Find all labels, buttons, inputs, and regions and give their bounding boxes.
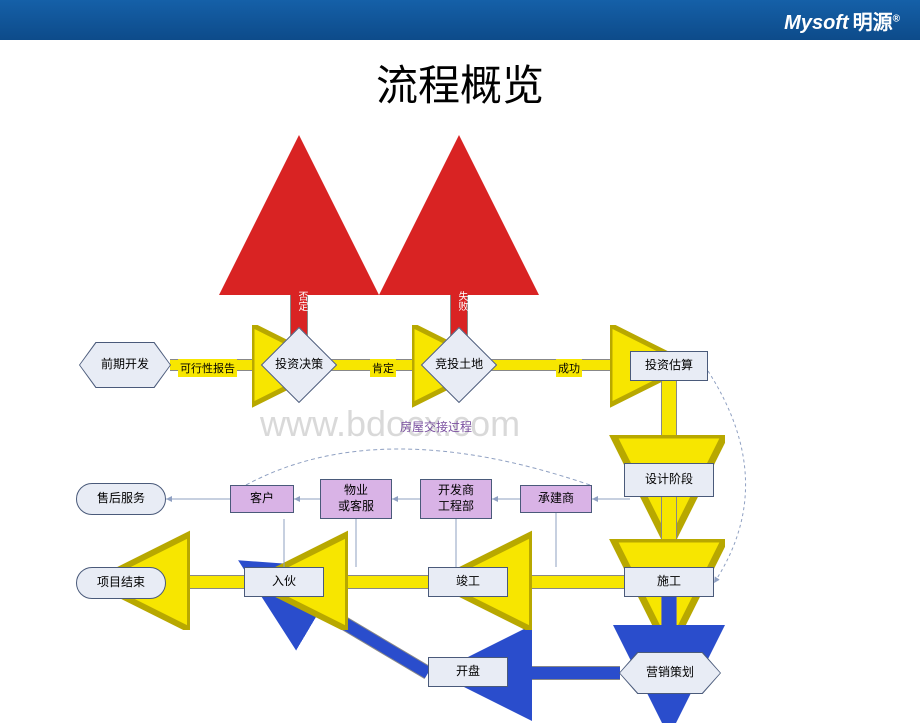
node-n3: 竞投土地 (421, 327, 497, 403)
logo-cn: 明源 (853, 12, 893, 34)
node-n12: 承建商 (520, 485, 592, 513)
node-n7: 营销策划 (620, 653, 720, 693)
node-n16: 售后服务 (76, 483, 166, 515)
edge-label-l5: 失败 (454, 291, 469, 311)
node-n8: 开盘 (428, 657, 508, 687)
node-n9: 竣工 (428, 567, 508, 597)
node-n10: 入伙 (244, 567, 324, 597)
node-n2: 投资决策 (261, 327, 337, 403)
logo-en: Mysoft (784, 12, 848, 34)
edge-label-l2: 肯定 (370, 359, 396, 377)
edge-label-l1: 可行性报告 (178, 359, 237, 377)
flowchart-canvas: www.bdocx.com 房屋交接过程 前期开发 投资决策 竞投土地 投资估算设计阶… (0, 113, 920, 723)
node-n14: 物业 或客服 (320, 479, 392, 519)
node-n5: 设计阶段 (624, 463, 714, 497)
header-bar: Mysoft明源® (0, 0, 920, 40)
node-n6: 施工 (624, 567, 714, 597)
logo: Mysoft明源® (784, 6, 900, 35)
node-n11: 项目结束 (76, 567, 166, 599)
node-n1: 前期开发 (80, 343, 170, 387)
node-n15: 客户 (230, 485, 294, 513)
section-label: 房屋交接过程 (400, 418, 472, 435)
watermark: www.bdocx.com (260, 403, 520, 445)
edge-label-l3: 成功 (556, 359, 582, 377)
node-n4: 投资估算 (630, 351, 708, 381)
node-n13: 开发商 工程部 (420, 479, 492, 519)
page-title: 流程概览 (0, 52, 920, 113)
logo-r: ® (893, 13, 900, 24)
edge-label-l4: 否定 (294, 291, 309, 311)
